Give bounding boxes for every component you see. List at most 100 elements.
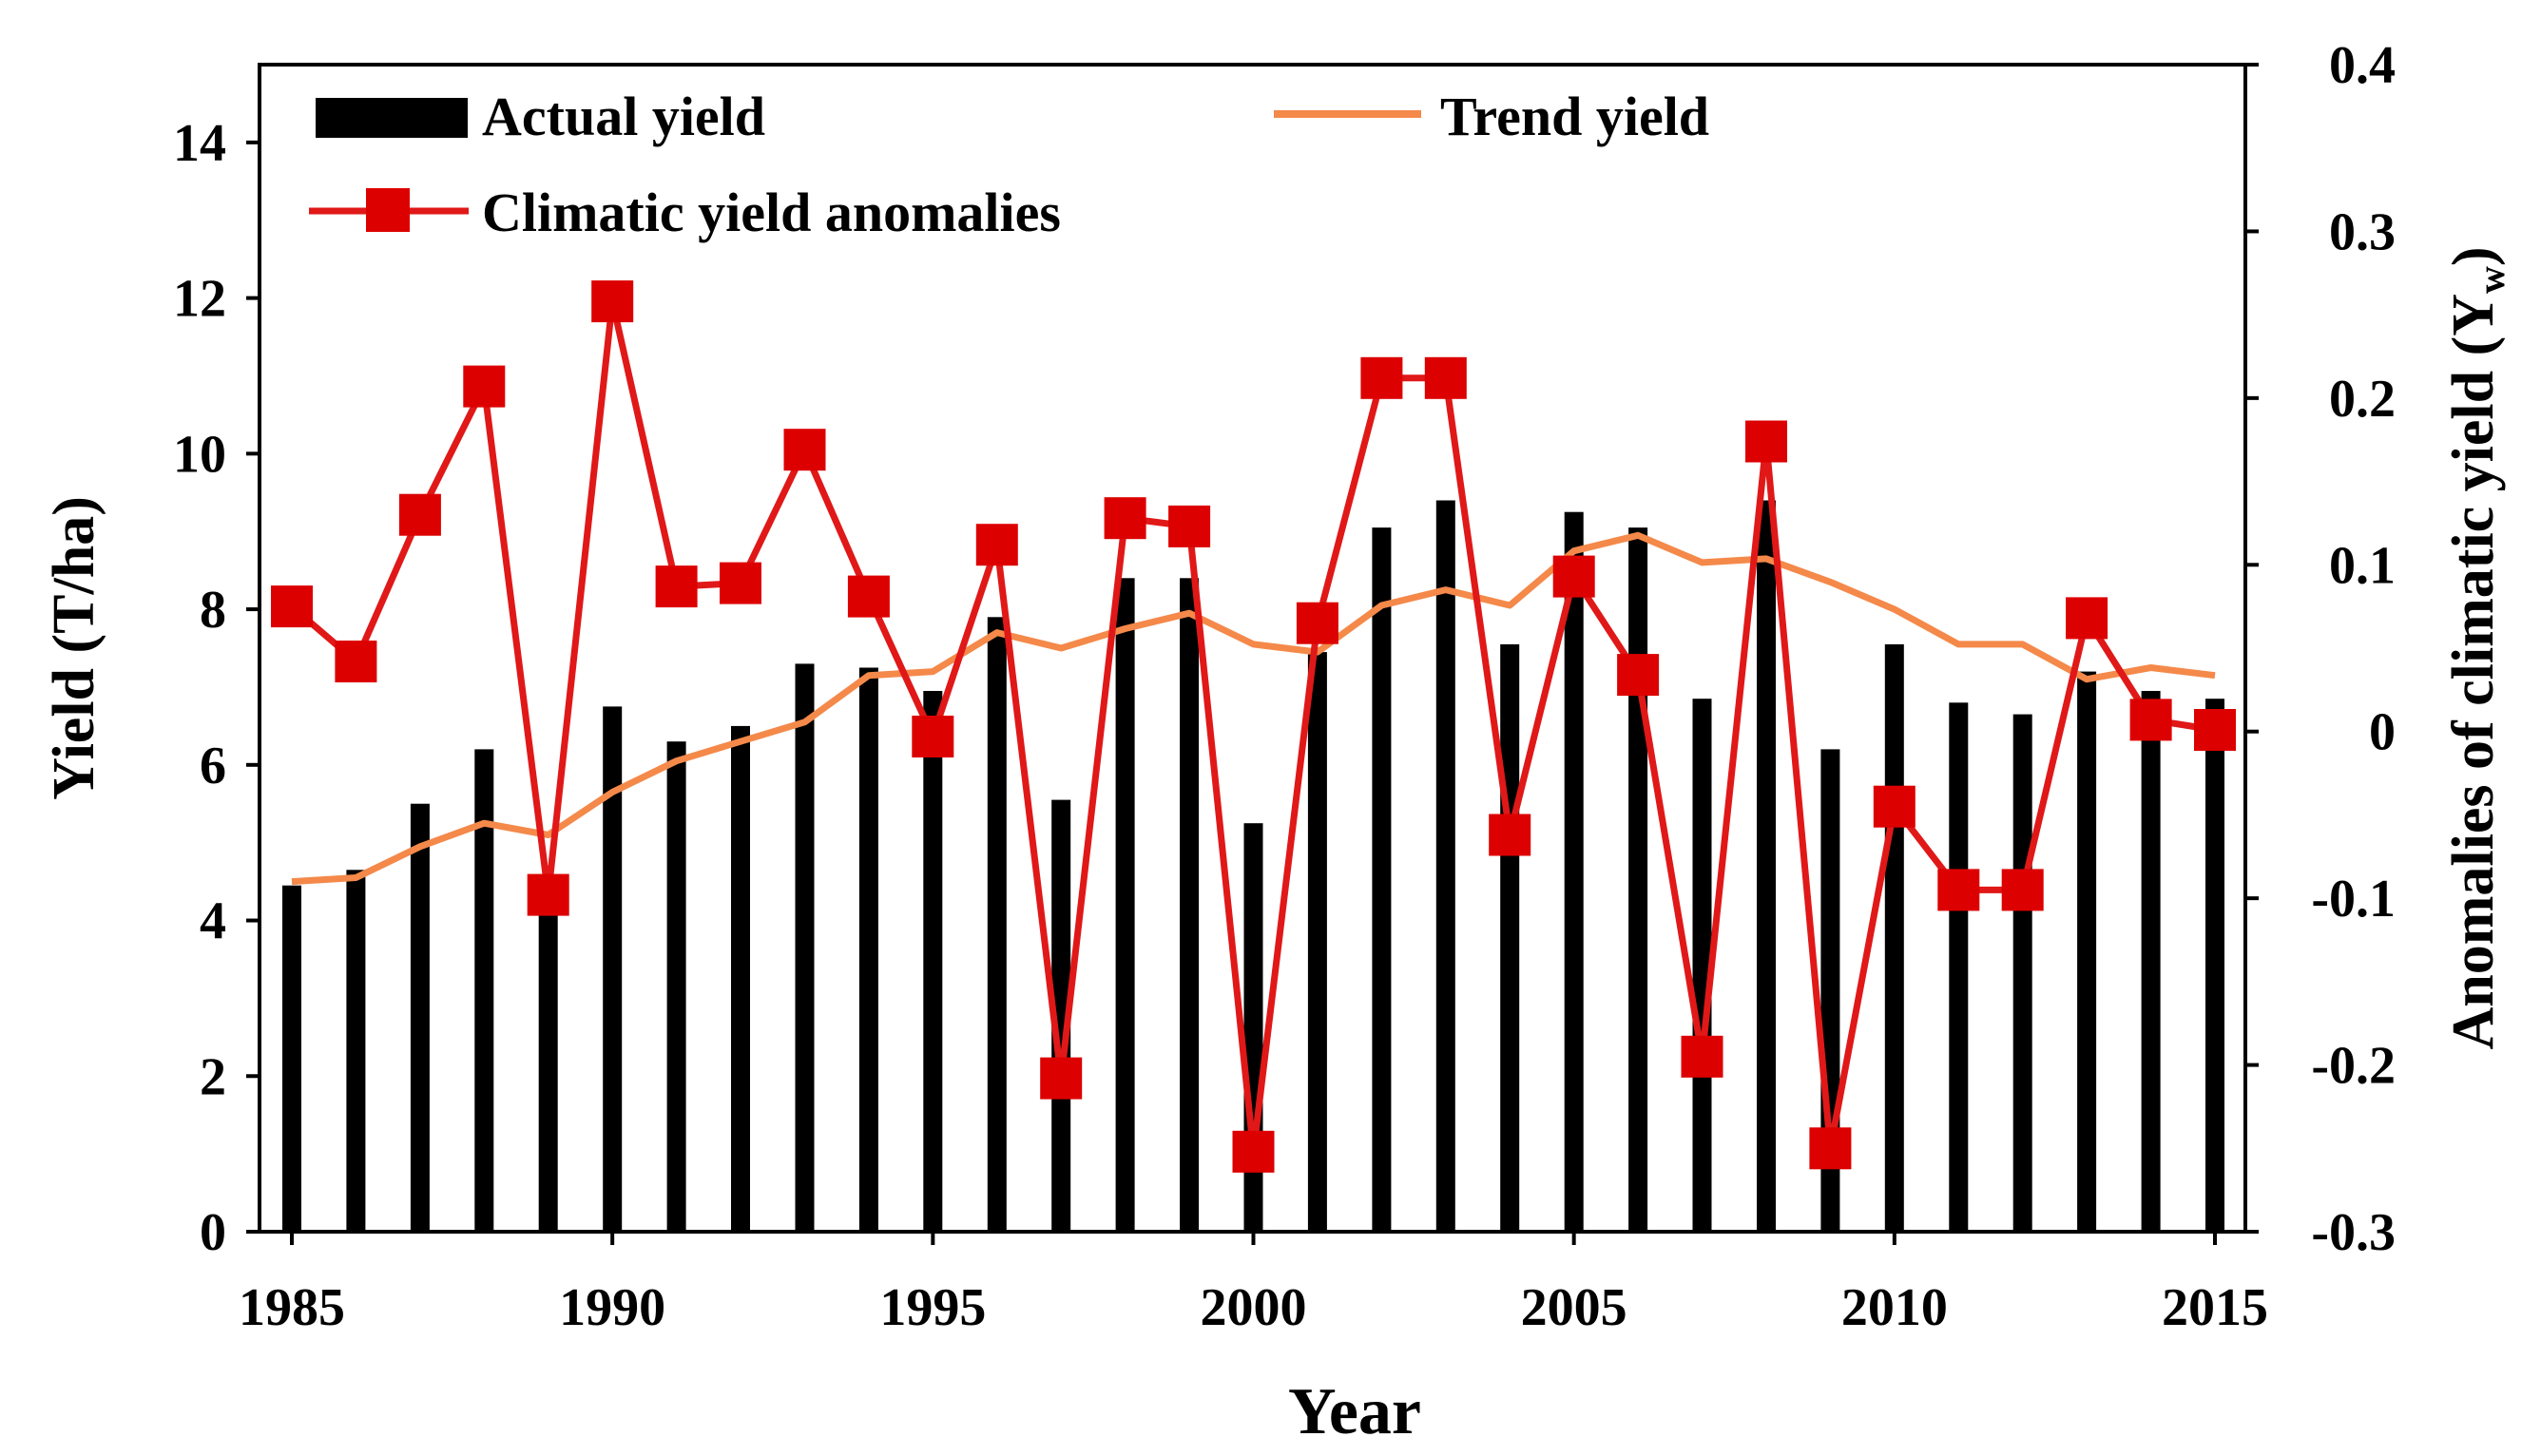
legend-label-trend-yield: Trend yield xyxy=(1440,86,1709,147)
anomaly-marker-2005 xyxy=(1552,555,1595,598)
bar-actual-yield-2003 xyxy=(1435,500,1455,1232)
bar-actual-yield-2015 xyxy=(2205,699,2224,1232)
bar-actual-yield-1986 xyxy=(346,870,366,1232)
bar-actual-yield-1993 xyxy=(795,663,815,1232)
climatic-anomalies-markers xyxy=(271,280,2236,1173)
bar-actual-yield-1999 xyxy=(1180,578,1200,1232)
anomaly-marker-2003 xyxy=(1424,356,1467,399)
x-tick-label-1995: 1995 xyxy=(879,1278,986,1337)
y-tick-label-8: 8 xyxy=(200,581,226,640)
y-tick-label-14: 14 xyxy=(173,114,226,173)
anomaly-marker-2000 xyxy=(1232,1130,1275,1173)
x-axis-title: Year xyxy=(1288,1375,1421,1448)
anomaly-marker-1998 xyxy=(1104,497,1146,540)
y2-tick-label--0.2: -0.2 xyxy=(2311,1037,2396,1096)
anomaly-marker-1985 xyxy=(271,585,313,628)
anomaly-marker-2004 xyxy=(1489,814,1531,856)
anomaly-marker-1996 xyxy=(975,524,1018,566)
y2-axis-title: Anomalies of climatic yield (Yw) xyxy=(2441,246,2512,1049)
bar-actual-yield-2004 xyxy=(1500,643,1520,1232)
x-tick-label-2015: 2015 xyxy=(2162,1278,2268,1337)
y2-tick-label--0.3: -0.3 xyxy=(2311,1203,2396,1262)
anomaly-marker-1995 xyxy=(912,716,954,757)
left-y-axis: 0 2 4 6 8 10 12 14 xyxy=(173,114,260,1262)
bar-actual-yield-1995 xyxy=(923,691,943,1232)
bar-actual-yield-2014 xyxy=(2141,691,2161,1232)
anomaly-marker-1989 xyxy=(527,873,569,916)
y-tick-label-10: 10 xyxy=(173,425,226,484)
bar-actual-yield-1990 xyxy=(603,706,623,1232)
anomaly-marker-2001 xyxy=(1296,602,1338,644)
anomaly-marker-1993 xyxy=(783,429,826,471)
bar-actual-yield-1985 xyxy=(282,885,301,1232)
svg-text:Anomalies of climatic yield (Y: Anomalies of climatic yield (Yw) xyxy=(2441,246,2512,1049)
anomaly-marker-2008 xyxy=(1745,420,1787,463)
anomaly-marker-1994 xyxy=(847,575,890,618)
anomaly-marker-2009 xyxy=(1809,1127,1852,1170)
bar-actual-yield-2006 xyxy=(1628,527,1648,1232)
legend-swatch-climatic-anomalies-marker xyxy=(366,188,410,232)
anomaly-marker-2006 xyxy=(1617,654,1660,697)
y2-tick-label-0: 0 xyxy=(2369,703,2396,762)
anomaly-marker-1987 xyxy=(398,493,441,536)
y2-tick-label-0.3: 0.3 xyxy=(2329,202,2396,261)
anomaly-marker-1999 xyxy=(1168,505,1211,547)
bar-actual-yield-1996 xyxy=(987,617,1007,1232)
x-tick-label-2000: 2000 xyxy=(1201,1278,1307,1337)
y-tick-label-0: 0 xyxy=(200,1203,226,1262)
anomaly-marker-2013 xyxy=(2066,597,2108,640)
y-tick-label-2: 2 xyxy=(200,1047,226,1106)
anomaly-marker-1988 xyxy=(463,365,506,408)
bar-actual-yield-1991 xyxy=(666,741,686,1232)
bar-actual-yield-2008 xyxy=(1757,500,1776,1232)
anomaly-marker-2010 xyxy=(1873,785,1916,828)
bar-actual-yield-1994 xyxy=(858,667,878,1232)
x-tick-label-2010: 2010 xyxy=(1841,1278,1948,1337)
bar-actual-yield-2012 xyxy=(2012,714,2032,1232)
anomaly-marker-2002 xyxy=(1360,356,1403,399)
bar-actual-yield-2001 xyxy=(1307,652,1327,1232)
bar-actual-yield-2007 xyxy=(1692,699,1712,1232)
bar-actual-yield-2013 xyxy=(2077,671,2097,1232)
legend: Actual yield Trend yield Climatic yield … xyxy=(309,86,1709,243)
anomaly-marker-1997 xyxy=(1040,1057,1083,1100)
x-axis: 1985 1990 1995 2000 2005 2010 2015 xyxy=(239,1232,2268,1337)
x-tick-label-1985: 1985 xyxy=(239,1278,345,1337)
y-tick-label-12: 12 xyxy=(173,270,226,329)
y2-tick-label-0.4: 0.4 xyxy=(2329,36,2396,95)
anomaly-marker-2015 xyxy=(2194,709,2236,751)
bar-actual-yield-1988 xyxy=(474,749,494,1232)
bar-actual-yield-2010 xyxy=(1884,643,1904,1232)
legend-label-climatic-anomalies: Climatic yield anomalies xyxy=(482,182,1061,243)
x-tick-label-2005: 2005 xyxy=(1521,1278,1627,1337)
x-tick-label-1990: 1990 xyxy=(559,1278,665,1337)
y-tick-label-6: 6 xyxy=(200,737,226,795)
bar-actual-yield-2011 xyxy=(1949,702,1969,1232)
anomaly-marker-2014 xyxy=(2129,699,2172,741)
y2-axis-title-main: Anomalies of climatic yield (Y xyxy=(2441,294,2506,1050)
anomaly-marker-1986 xyxy=(335,641,377,682)
bar-actual-yield-2005 xyxy=(1564,511,1584,1232)
y-tick-label-4: 4 xyxy=(200,892,226,951)
y2-tick-label-0.2: 0.2 xyxy=(2329,370,2396,429)
bar-actual-yield-2002 xyxy=(1372,527,1392,1232)
bar-actual-yield-1992 xyxy=(731,725,750,1232)
anomaly-marker-1992 xyxy=(720,562,761,604)
anomaly-marker-2007 xyxy=(1681,1035,1723,1078)
anomaly-marker-2011 xyxy=(1937,869,1980,911)
right-y-axis: -0.3 -0.2 -0.1 0 0.1 0.2 0.3 0.4 xyxy=(2245,36,2396,1262)
bar-actual-yield-1989 xyxy=(538,889,558,1232)
legend-swatch-actual-yield xyxy=(316,98,468,138)
bar-series-actual-yield xyxy=(282,500,2224,1232)
legend-label-actual-yield: Actual yield xyxy=(482,86,765,147)
anomaly-marker-1991 xyxy=(655,565,698,608)
bar-actual-yield-1987 xyxy=(410,803,430,1232)
bar-actual-yield-1997 xyxy=(1051,799,1071,1232)
y-axis-title: Yield (T/ha) xyxy=(42,496,106,800)
anomaly-marker-1990 xyxy=(591,280,634,323)
anomaly-marker-2012 xyxy=(2001,869,2044,911)
bar-actual-yield-1998 xyxy=(1115,578,1135,1232)
y2-tick-label--0.1: -0.1 xyxy=(2311,870,2396,929)
y2-axis-title-subscript: w xyxy=(2470,266,2512,294)
